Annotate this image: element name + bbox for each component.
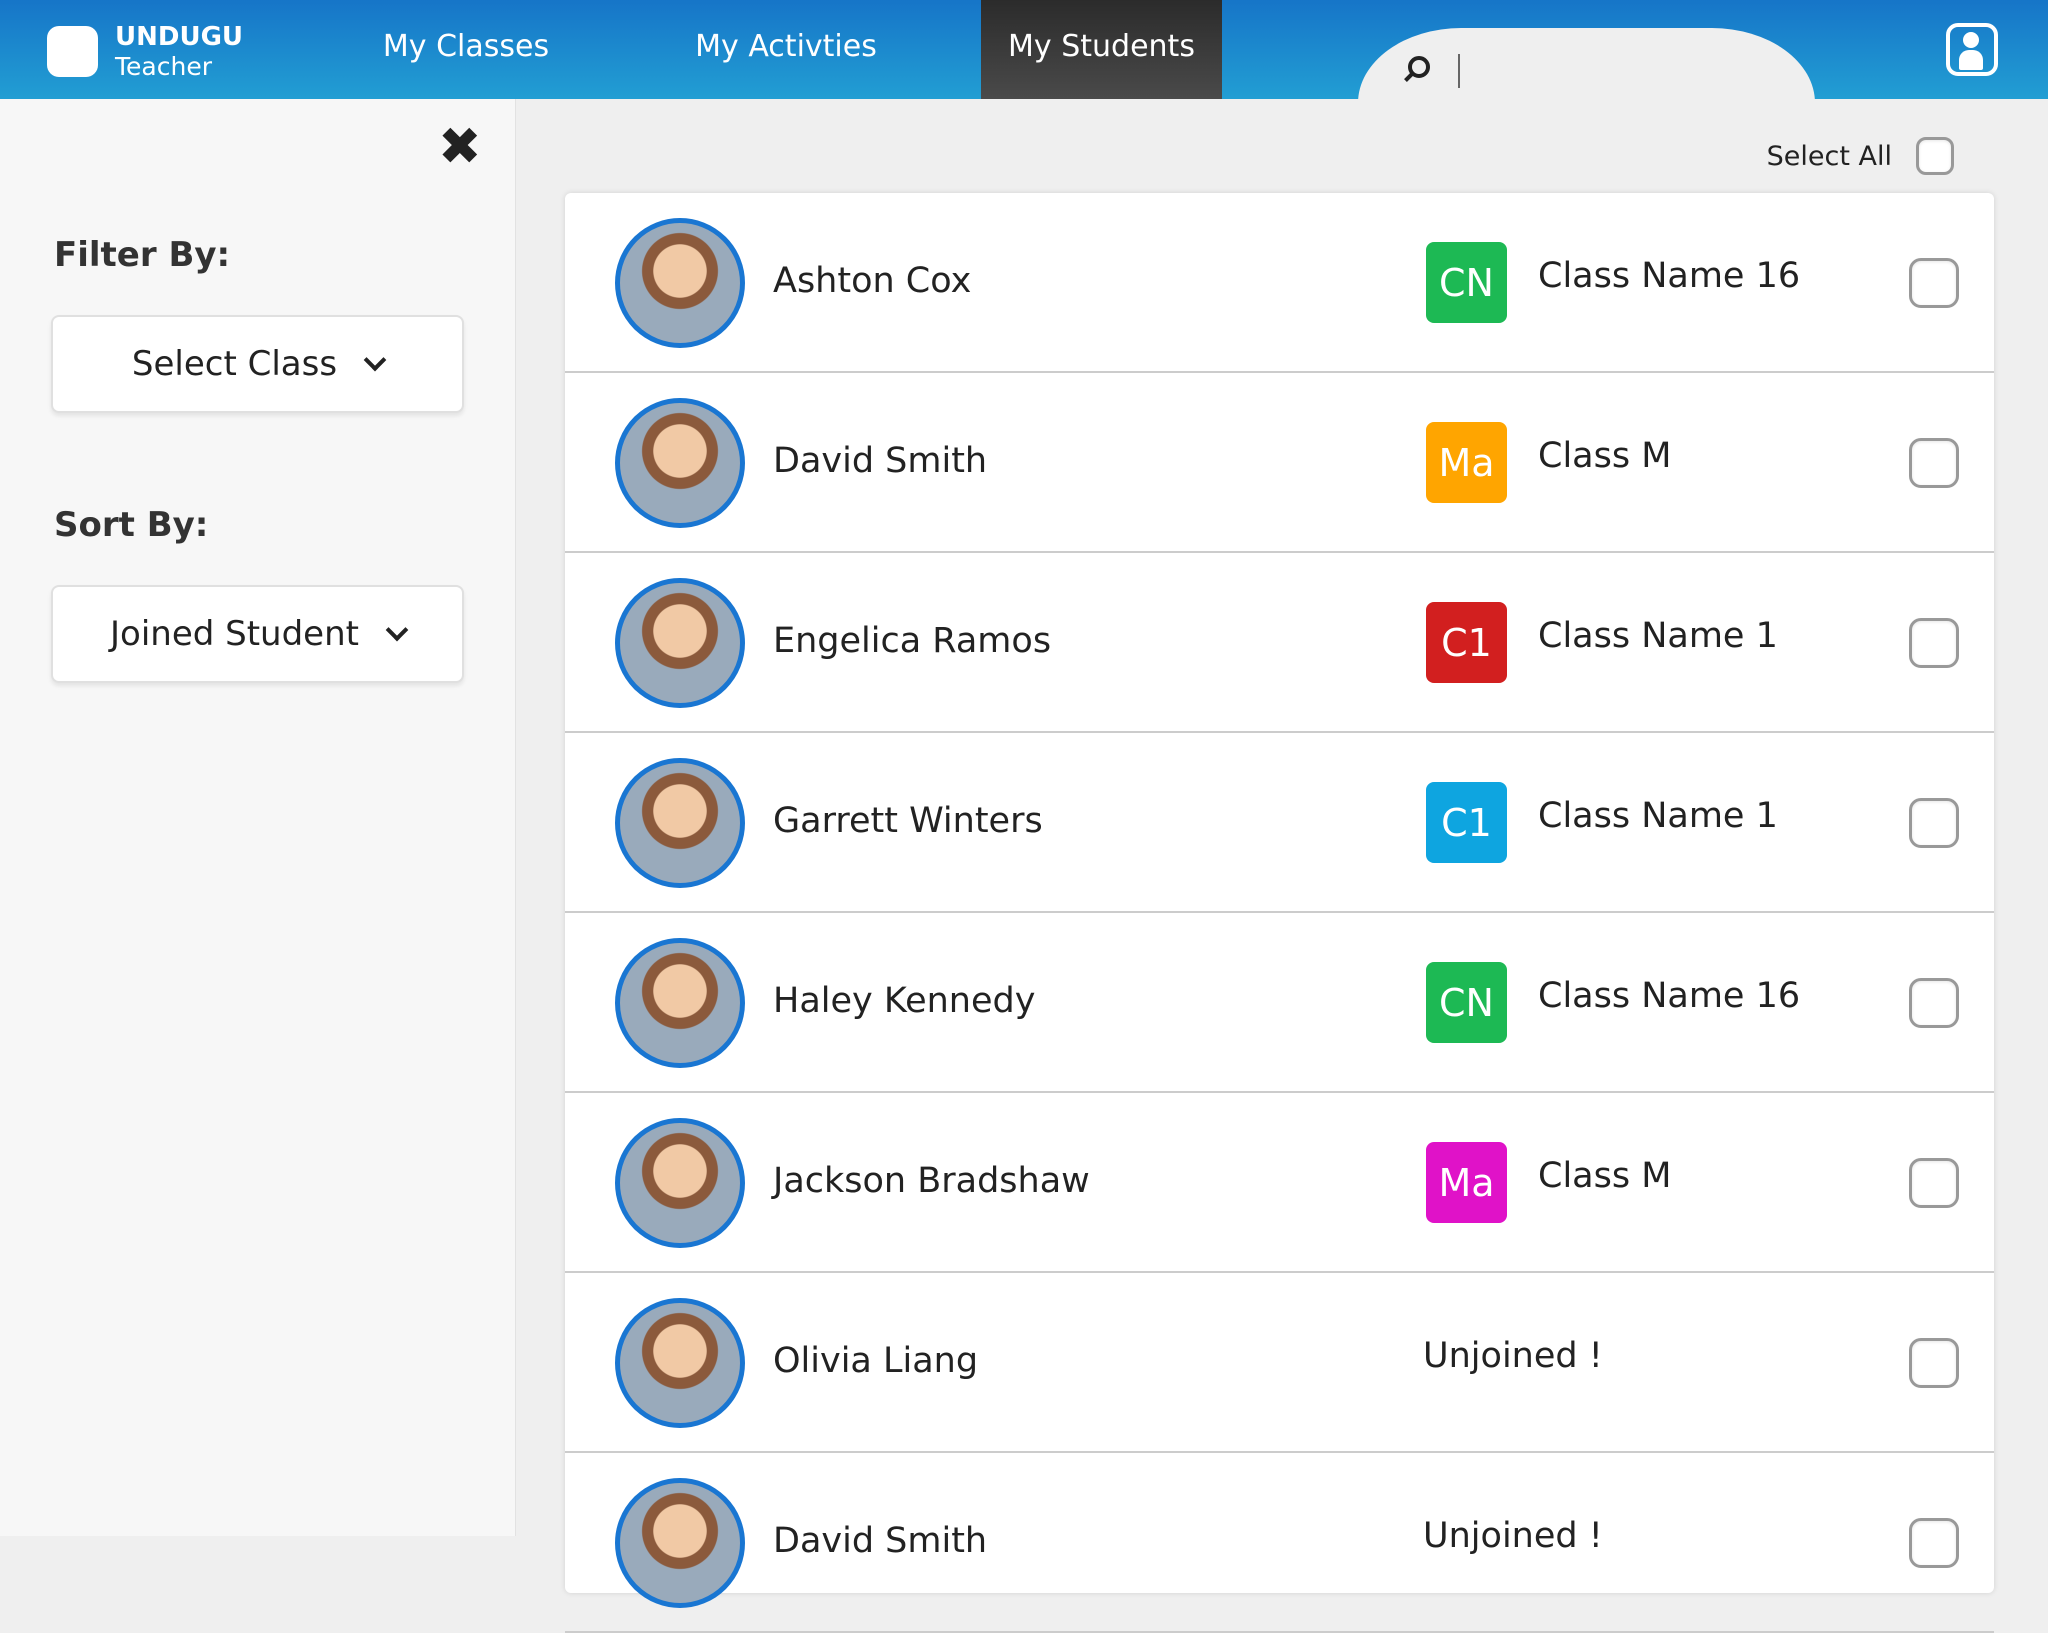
class-badge: C1 [1426,782,1507,863]
student-avatar [615,1298,745,1428]
class-badge: Ma [1426,1142,1507,1223]
top-nav: UNDUGU Teacher My Classes My Activties M… [0,0,2048,103]
student-name: David Smith [773,1521,988,1561]
student-avatar [615,578,745,708]
tab-my-activities[interactable]: My Activties [695,29,877,64]
student-checkbox[interactable] [1909,798,1959,848]
class-badge: Ma [1426,422,1507,503]
student-checkbox[interactable] [1909,1338,1959,1388]
unjoined-status: Unjoined ! [1423,1336,1603,1376]
filter-class-select[interactable]: Select Class [51,315,464,413]
class-name: Class M [1538,436,1672,476]
class-name: Class Name 1 [1538,616,1778,656]
student-name: Haley Kennedy [773,981,1036,1021]
student-checkbox[interactable] [1909,1158,1959,1208]
student-name: Engelica Ramos [773,621,1052,661]
unjoined-status: Unjoined ! [1423,1516,1603,1556]
user-profile-icon[interactable] [1946,23,1998,76]
tab-my-classes[interactable]: My Classes [382,29,550,64]
student-checkbox[interactable] [1909,438,1959,488]
student-row[interactable]: Ashton Cox CN Class Name 16 [565,193,1994,373]
class-badge: CN [1426,242,1507,323]
sort-label: Sort By: [54,505,209,545]
filter-value: Select Class [131,344,338,384]
search-bar [1358,28,1815,103]
filter-label: Filter By: [54,235,231,275]
student-checkbox[interactable] [1909,618,1959,668]
app-logo[interactable] [47,26,98,77]
student-avatar [615,1118,745,1248]
student-name: David Smith [773,441,988,481]
brand-role: Teacher [115,52,212,81]
student-row[interactable]: Jackson Bradshaw Ma Class M [565,1093,1994,1273]
close-icon[interactable]: ✖ [438,117,482,177]
student-checkbox[interactable] [1909,258,1959,308]
student-row[interactable]: Garrett Winters C1 Class Name 1 [565,733,1994,913]
search-icon [1408,56,1430,78]
chevron-down-icon [363,348,387,372]
student-avatar [615,1478,745,1608]
class-badge: CN [1426,962,1507,1043]
class-name: Class M [1538,1156,1672,1196]
class-name: Class Name 1 [1538,796,1778,836]
student-checkbox[interactable] [1909,978,1959,1028]
student-avatar [615,758,745,888]
student-checkbox[interactable] [1909,1518,1959,1568]
tab-my-students[interactable]: My Students [981,0,1222,99]
student-row[interactable]: Haley Kennedy CN Class Name 16 [565,913,1994,1093]
student-name: Ashton Cox [773,261,972,301]
student-name: Jackson Bradshaw [773,1161,1090,1201]
class-name: Class Name 16 [1538,976,1801,1016]
select-all-checkbox[interactable] [1916,137,1954,175]
student-avatar [615,938,745,1068]
brand-name: UNDUGU [115,22,244,52]
student-name: Olivia Liang [773,1341,979,1381]
class-name: Class Name 16 [1538,256,1801,296]
student-list: Ashton Cox CN Class Name 16 David Smith Ma Cl… [565,193,1994,1633]
student-row[interactable]: David Smith Ma Class M [565,373,1994,553]
student-row[interactable]: Olivia Liang Unjoined ! [565,1273,1994,1453]
search-input[interactable] [1458,54,1778,88]
student-row[interactable]: David Smith Unjoined ! [565,1453,1994,1633]
class-badge: C1 [1426,602,1507,683]
student-avatar [615,218,745,348]
filter-sidebar: ✖ Filter By: Select Class Sort By: Joine… [0,99,516,1536]
student-avatar [615,398,745,528]
chevron-down-icon [385,618,409,642]
student-row[interactable]: Engelica Ramos C1 Class Name 1 [565,553,1994,733]
select-all-label: Select All [1766,141,1892,172]
sort-value: Joined Student [110,614,359,654]
student-name: Garrett Winters [773,801,1043,841]
sort-select[interactable]: Joined Student [51,585,464,683]
